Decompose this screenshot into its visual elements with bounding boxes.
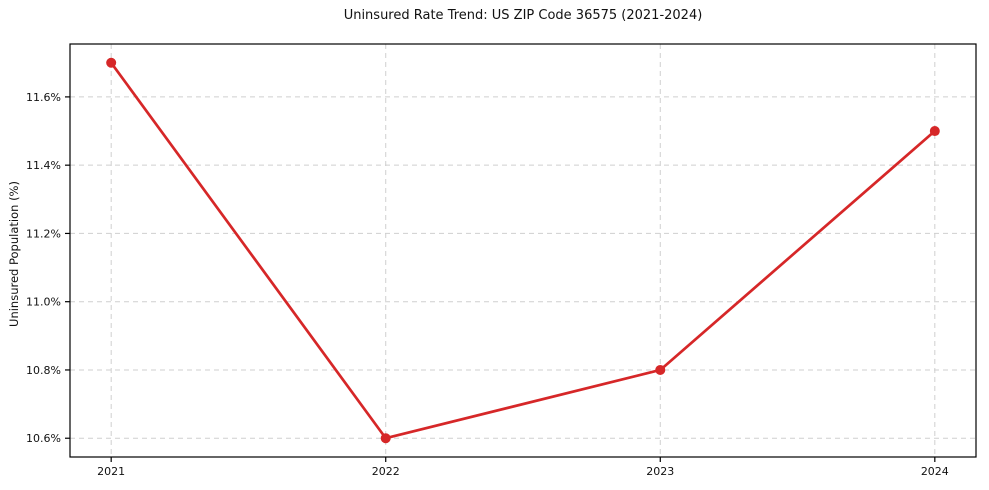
y-tick-label: 11.6% — [26, 91, 61, 104]
y-tick-label: 11.4% — [26, 159, 61, 172]
x-tick-label: 2021 — [97, 465, 125, 478]
data-point — [106, 57, 117, 68]
plot-border — [69, 43, 977, 458]
y-tick-label: 11.2% — [26, 227, 61, 240]
data-point — [655, 364, 666, 375]
x-tick-label: 2024 — [921, 465, 949, 478]
x-tick-label: 2023 — [646, 465, 674, 478]
y-tick-label: 11.0% — [26, 296, 61, 309]
data-point — [929, 126, 940, 137]
chart-title: Uninsured Rate Trend: US ZIP Code 36575 … — [343, 8, 703, 23]
y-tick-label: 10.8% — [26, 364, 61, 377]
data-point — [380, 433, 391, 444]
x-tick-label: 2022 — [372, 465, 400, 478]
y-tick-label: 10.6% — [26, 432, 61, 445]
trend-line — [109, 61, 937, 440]
